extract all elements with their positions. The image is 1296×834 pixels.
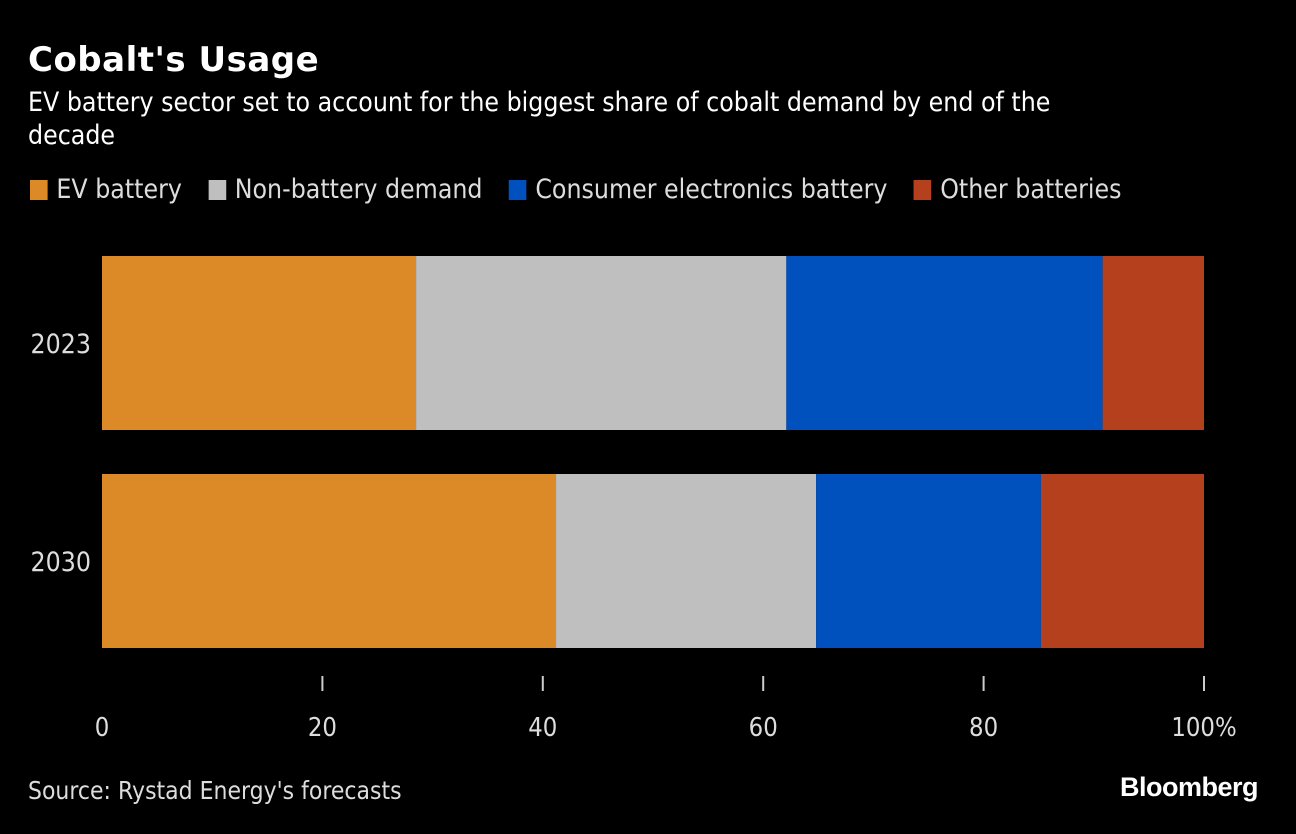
bar-2023-ev-battery [102, 256, 417, 430]
legend-swatch [30, 179, 48, 200]
legend-label: Consumer electronics battery [535, 174, 888, 205]
bar-2030-consumer-electronics-battery [816, 474, 1041, 648]
bar-2023-consumer-electronics-battery [786, 256, 1103, 430]
legend-swatch [913, 179, 932, 200]
bar-2030-other-batteries [1040, 474, 1204, 648]
chart-subtitle: EV battery sector set to account for the… [28, 87, 1051, 151]
legend: EV battery Non-battery demand Consumer e… [30, 174, 1148, 205]
legend-item-non-battery: Non-battery demand [208, 174, 483, 205]
legend-label: Other batteries [940, 174, 1122, 205]
category-label: 2030 [31, 546, 91, 578]
x-tick-label: 0 [95, 712, 110, 743]
category-label: 2023 [31, 328, 91, 360]
x-tick-label: 100% [1171, 712, 1236, 743]
chart-title: Cobalt's Usage [28, 40, 320, 80]
legend-item-ev-battery: EV battery [30, 174, 182, 205]
x-tick-label: 80 [969, 712, 998, 743]
x-tick-label: 40 [528, 712, 557, 743]
legend-swatch [208, 179, 226, 200]
bar-2030-ev-battery [102, 474, 557, 648]
bar-2023-non-battery-demand [416, 256, 787, 430]
source-note: Source: Rystad Energy's forecasts [28, 776, 402, 805]
legend-item-other-batteries: Other batteries [913, 174, 1122, 205]
x-tick-label: 60 [749, 712, 778, 743]
bloomberg-logo: Bloomberg [1119, 772, 1259, 802]
legend-label: EV battery [56, 174, 182, 205]
bar-2030-non-battery-demand [556, 474, 817, 648]
bar-2023-other-batteries [1102, 256, 1204, 430]
legend-swatch [508, 179, 527, 200]
x-tick-label: 20 [308, 712, 337, 743]
legend-item-consumer-electronics: Consumer electronics battery [508, 174, 888, 205]
legend-label: Non-battery demand [234, 174, 483, 205]
